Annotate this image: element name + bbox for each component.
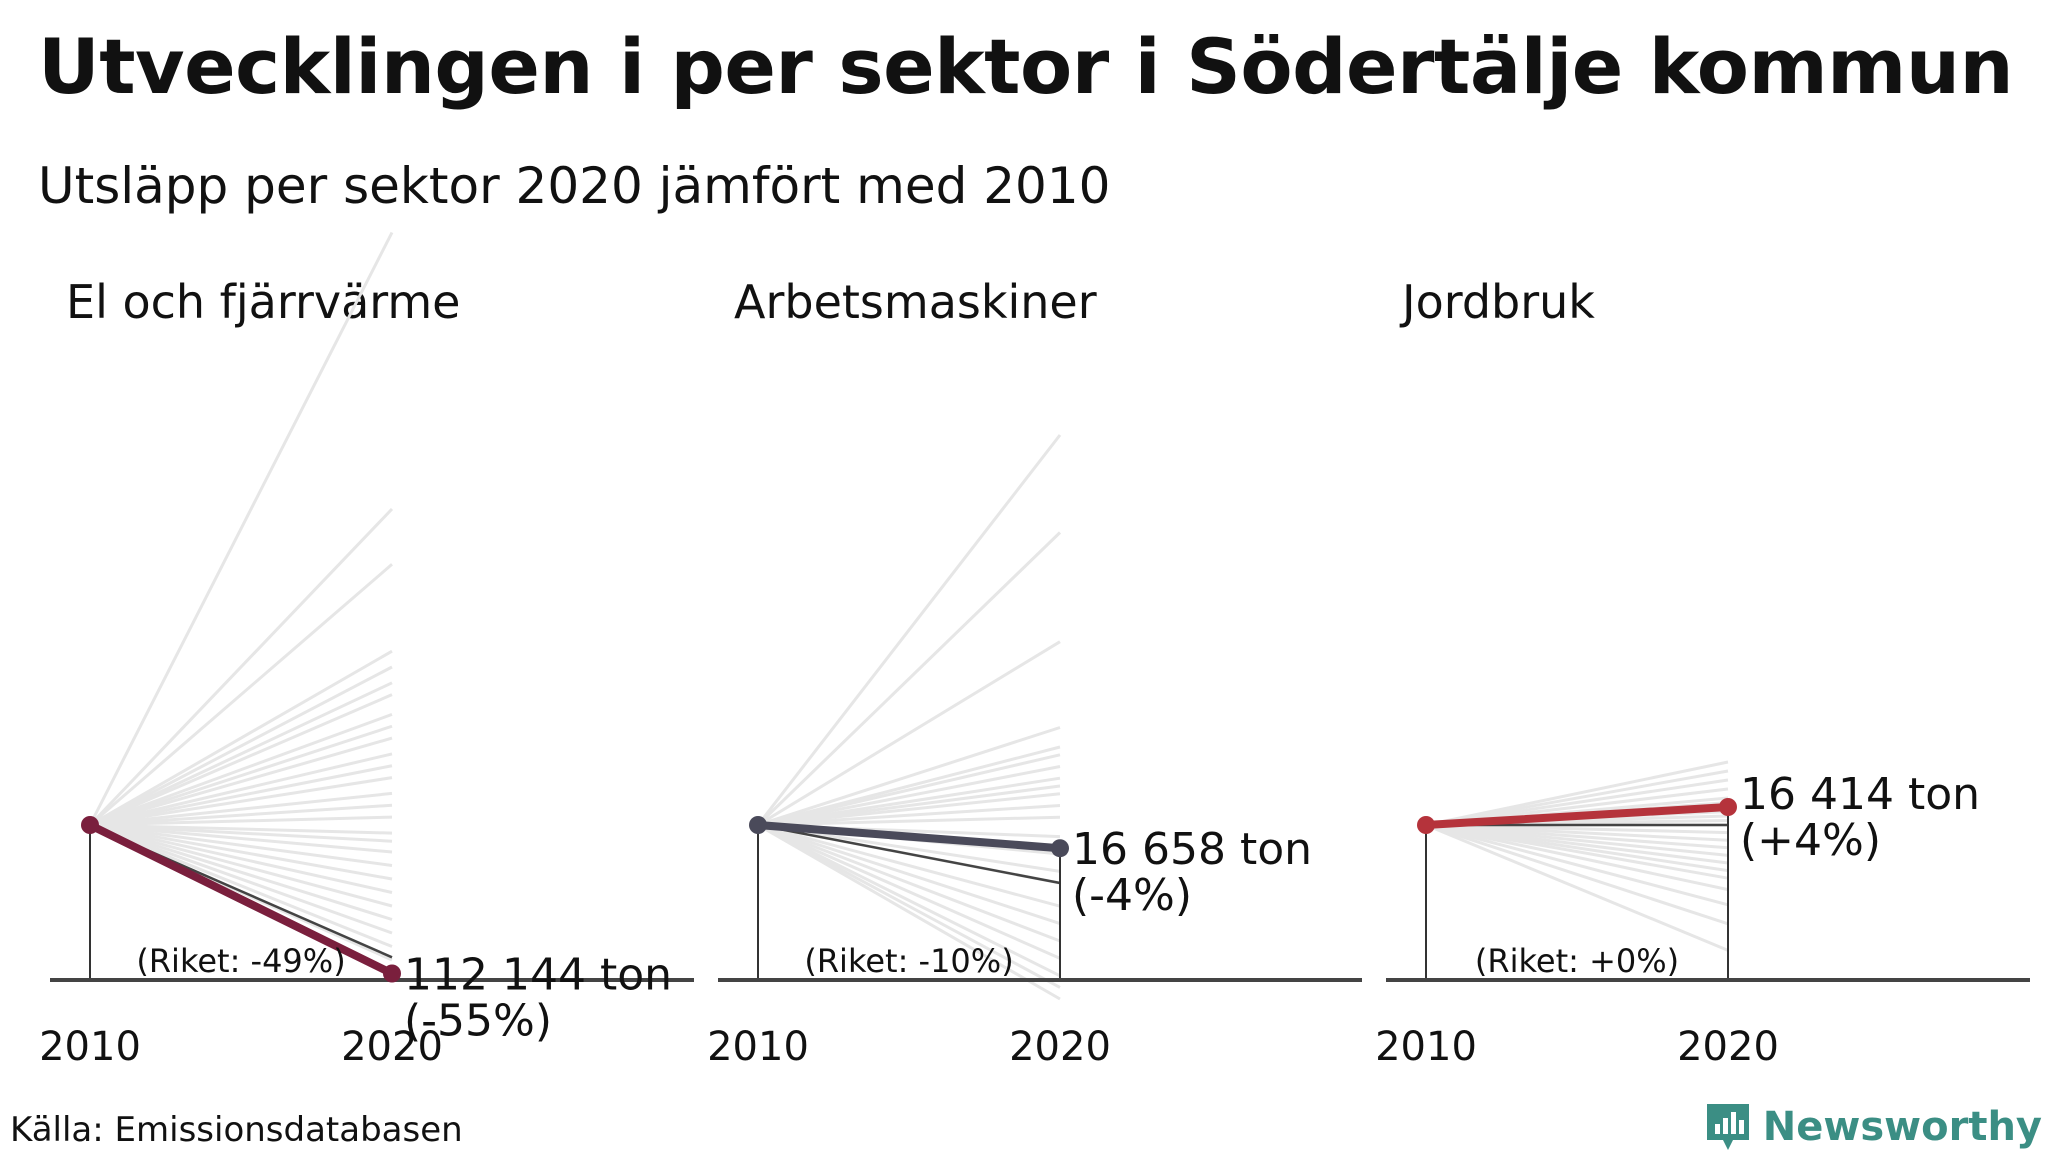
comparison-line [89, 776, 393, 827]
comparison-line [88, 507, 394, 827]
comparison-line [89, 823, 393, 921]
comparison-line [757, 823, 1061, 1001]
change-label: (+4%) [1740, 815, 1881, 866]
national-label: (Riket: -49%) [136, 942, 345, 980]
value-label: 16 414 ton [1740, 769, 1980, 820]
value-label: 16 658 ton [1072, 824, 1312, 875]
comparison-line [89, 823, 393, 948]
highlight-point-start [81, 816, 99, 834]
comparison-line [89, 823, 393, 935]
comparison-line [89, 681, 393, 827]
x-tick-label: 2010 [39, 1024, 141, 1070]
comparison-line [89, 693, 393, 827]
panel-title-1: El och fjärrvärme [66, 275, 460, 329]
comparison-line [1425, 823, 1729, 880]
x-tick-label: 2020 [341, 1024, 443, 1070]
comparison-line [757, 765, 1061, 827]
change-label: (-4%) [1072, 870, 1192, 921]
comparison-line [756, 531, 1062, 827]
source-note: Källa: Emissionsdatabasen [10, 1110, 463, 1150]
comparison-line [89, 791, 393, 827]
comparison-line [757, 823, 1061, 926]
highlight-point-start [1417, 816, 1435, 834]
comparison-line [89, 752, 393, 827]
comparison-line [89, 823, 393, 854]
comparison-line [757, 726, 1061, 827]
comparison-line [757, 823, 1061, 943]
value-label: 112 144 ton [404, 950, 672, 1001]
bar-chart-logo-icon [1706, 1104, 1749, 1150]
comparison-line [756, 434, 1062, 826]
comparison-line [89, 803, 393, 827]
chart-subtitle: Utsläpp per sektor 2020 jämfört med 2010 [38, 157, 1111, 215]
comparison-line [1425, 823, 1729, 952]
comparison-line [757, 823, 1061, 989]
comparison-line [89, 815, 393, 827]
highlight-point-start [749, 816, 767, 834]
comparison-line [1425, 823, 1729, 926]
panel-title-3: Jordbruk [1399, 275, 1595, 329]
comparison-line [89, 665, 393, 827]
comparison-line [757, 823, 1061, 960]
comparison-line [89, 823, 393, 867]
comparison-line [89, 712, 393, 827]
comparison-line [89, 823, 393, 908]
comparison-line [89, 764, 393, 827]
comparison-line [757, 753, 1061, 827]
highlight-line [86, 821, 396, 978]
comparison-line [757, 815, 1061, 827]
x-tick-label: 2010 [707, 1024, 809, 1070]
highlight-line [754, 821, 1064, 853]
comparison-line [757, 804, 1061, 827]
x-tick-label: 2010 [1375, 1024, 1477, 1070]
comparison-line [757, 792, 1061, 827]
chart-title: Utvecklingen i per sektor i Södertälje k… [38, 22, 2014, 111]
comparison-line [757, 823, 1061, 978]
comparison-line [757, 640, 1061, 827]
national-line [757, 823, 1061, 885]
comparison-line [89, 823, 393, 881]
comparison-line [89, 823, 393, 843]
panel-title-2: Arbetsmaskiner [734, 275, 1097, 329]
comparison-line [89, 823, 393, 894]
change-label: (-55%) [404, 996, 552, 1047]
national-label: (Riket: -10%) [804, 942, 1013, 980]
comparison-line [88, 231, 394, 826]
highlight-point-end [1719, 798, 1737, 816]
highlight-point-end [383, 964, 401, 983]
x-tick-label: 2020 [1009, 1024, 1111, 1070]
highlight-point-end [1051, 839, 1069, 858]
comparison-line [1425, 823, 1729, 892]
comparison-line [89, 724, 393, 827]
brand-logo[interactable]: Newsworthy [1703, 1100, 2042, 1154]
national-label: (Riket: +0%) [1475, 942, 1679, 980]
comparison-line [89, 649, 393, 827]
x-tick-label: 2020 [1677, 1024, 1779, 1070]
brand-name: Newsworthy [1762, 1104, 2042, 1150]
comparison-line [1425, 823, 1729, 907]
comparison-line [757, 823, 1061, 908]
highlight-line [1422, 803, 1732, 829]
comparison-line [89, 736, 393, 827]
comparison-line [89, 563, 393, 827]
